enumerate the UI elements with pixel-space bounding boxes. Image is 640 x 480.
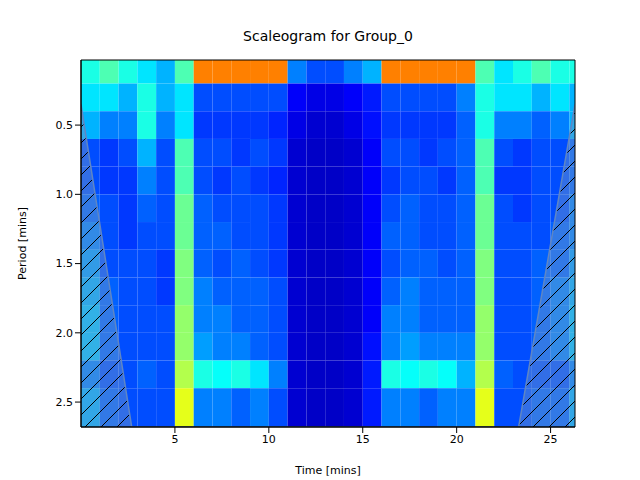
- svg-text:1.5: 1.5: [56, 257, 74, 270]
- svg-text:2.5: 2.5: [56, 396, 74, 409]
- svg-text:1.0: 1.0: [56, 188, 74, 201]
- svg-text:0.5: 0.5: [56, 119, 74, 132]
- svg-text:10: 10: [262, 433, 276, 446]
- svg-text:Time [mins]: Time [mins]: [294, 464, 360, 477]
- svg-text:Period [mins]: Period [mins]: [16, 207, 29, 280]
- svg-text:5: 5: [171, 433, 178, 446]
- svg-text:25: 25: [544, 433, 558, 446]
- svg-text:15: 15: [356, 433, 370, 446]
- svg-text:20: 20: [450, 433, 464, 446]
- svg-text:2.0: 2.0: [56, 327, 74, 340]
- html-text:Scaleogram for Group_0: Scaleogram for Group_0: [243, 28, 413, 44]
